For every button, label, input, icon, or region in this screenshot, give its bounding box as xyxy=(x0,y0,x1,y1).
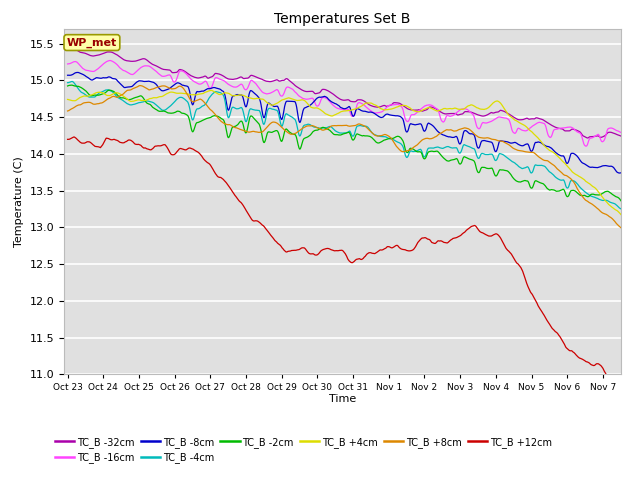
Y-axis label: Temperature (C): Temperature (C) xyxy=(14,156,24,247)
Legend: TC_B -32cm, TC_B -16cm, TC_B -8cm, TC_B -4cm, TC_B -2cm, TC_B +4cm, TC_B +8cm, T: TC_B -32cm, TC_B -16cm, TC_B -8cm, TC_B … xyxy=(51,433,556,468)
X-axis label: Time: Time xyxy=(329,394,356,404)
Text: WP_met: WP_met xyxy=(67,37,117,48)
Title: Temperatures Set B: Temperatures Set B xyxy=(274,12,411,26)
